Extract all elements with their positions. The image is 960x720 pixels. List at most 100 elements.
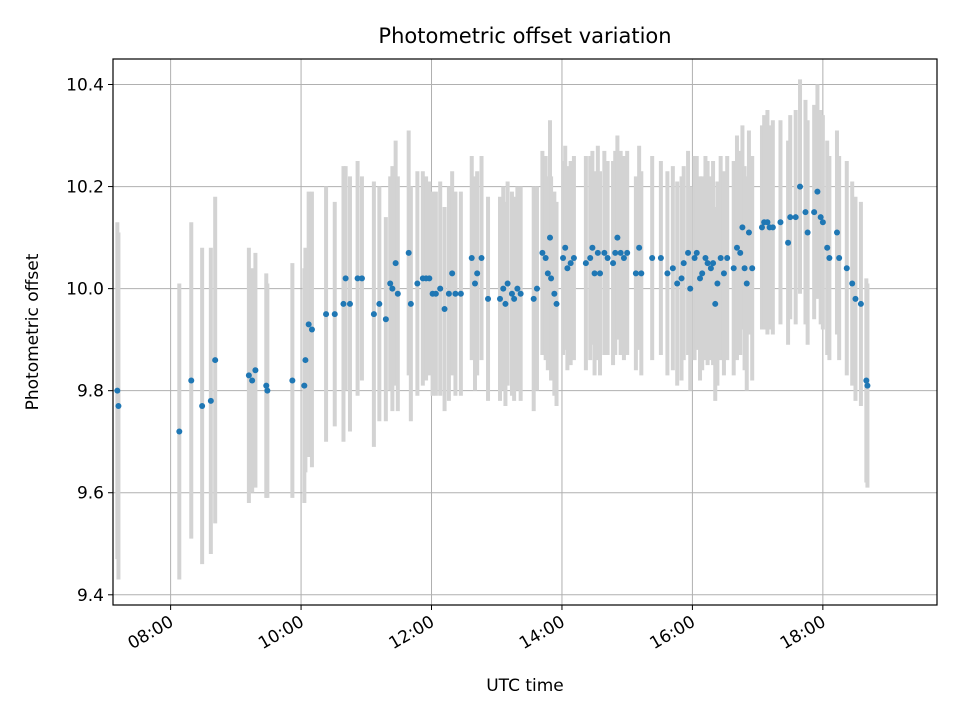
data-point <box>449 270 456 277</box>
data-point <box>769 224 776 231</box>
data-point <box>863 377 870 384</box>
data-point <box>620 255 627 262</box>
data-point <box>370 311 377 318</box>
data-point <box>785 239 792 246</box>
data-point <box>714 280 721 287</box>
y-tick-label: 9.4 <box>77 586 104 606</box>
data-point <box>302 357 309 364</box>
data-point <box>817 214 824 221</box>
data-point <box>720 270 727 277</box>
data-point <box>249 377 256 384</box>
data-point <box>485 295 492 302</box>
data-point <box>702 255 709 262</box>
data-point <box>441 306 448 313</box>
data-point <box>864 382 871 389</box>
data-point <box>547 234 554 241</box>
data-point <box>405 249 412 256</box>
data-point <box>115 402 122 409</box>
data-point <box>649 255 656 262</box>
data-point <box>514 285 521 292</box>
data-point <box>471 280 478 287</box>
data-point <box>331 311 338 318</box>
data-point <box>632 270 639 277</box>
data-point <box>699 270 706 277</box>
data-point <box>612 249 619 256</box>
chart-title: Photometric offset variation <box>378 24 671 48</box>
data-point <box>533 285 540 292</box>
data-point <box>452 290 459 297</box>
data-point <box>308 326 315 333</box>
data-point <box>824 244 831 251</box>
data-point <box>610 260 617 267</box>
y-axis-ticks: 9.4 9.6 9.8 10.0 10.2 10.4 <box>66 76 113 606</box>
data-point <box>704 260 711 267</box>
data-point <box>797 183 804 190</box>
data-point <box>811 209 818 216</box>
data-point <box>245 372 252 379</box>
data-point <box>737 249 744 256</box>
data-point <box>263 382 270 389</box>
data-point <box>657 255 664 262</box>
data-point <box>564 265 571 272</box>
data-point <box>426 275 433 282</box>
data-point <box>432 290 439 297</box>
data-point <box>857 300 864 307</box>
data-point <box>342 275 349 282</box>
data-point <box>617 249 624 256</box>
data-point <box>582 260 589 267</box>
data-point <box>674 280 681 287</box>
data-point <box>591 270 598 277</box>
data-point <box>539 249 546 256</box>
data-point <box>604 255 611 262</box>
data-point <box>323 311 330 318</box>
data-point <box>680 260 687 267</box>
data-point <box>758 224 765 231</box>
data-point <box>710 260 717 267</box>
data-point <box>508 290 515 297</box>
data-point <box>530 295 537 302</box>
data-point <box>570 255 577 262</box>
data-point <box>741 265 748 272</box>
data-point <box>387 280 394 287</box>
data-points <box>114 183 871 435</box>
data-point <box>474 270 481 277</box>
data-point <box>787 214 794 221</box>
data-point <box>212 357 219 364</box>
data-point <box>354 275 361 282</box>
data-point <box>638 270 645 277</box>
data-point <box>745 229 752 236</box>
data-point <box>457 290 464 297</box>
data-point <box>733 244 740 251</box>
data-point <box>687 285 694 292</box>
data-point <box>589 244 596 251</box>
data-point <box>707 265 714 272</box>
data-point <box>542 255 549 262</box>
data-point <box>764 219 771 226</box>
data-point <box>833 229 840 236</box>
plot-frame <box>112 58 938 606</box>
data-point <box>597 270 604 277</box>
data-point <box>389 285 396 292</box>
data-point <box>551 290 558 297</box>
data-point <box>792 214 799 221</box>
data-point <box>468 255 475 262</box>
data-point <box>517 290 524 297</box>
y-tick-label: 9.6 <box>77 484 104 504</box>
data-point <box>445 290 452 297</box>
data-point <box>188 377 195 384</box>
data-point <box>114 387 121 394</box>
data-point <box>804 229 811 236</box>
data-point <box>849 280 856 287</box>
data-point <box>553 300 560 307</box>
data-point <box>199 402 206 409</box>
data-point <box>691 255 698 262</box>
data-point <box>560 255 567 262</box>
data-point <box>601 249 608 256</box>
data-point <box>843 265 850 272</box>
data-point <box>548 275 555 282</box>
data-point <box>669 265 676 272</box>
data-point <box>678 275 685 282</box>
data-point <box>407 300 414 307</box>
data-point <box>826 255 833 262</box>
